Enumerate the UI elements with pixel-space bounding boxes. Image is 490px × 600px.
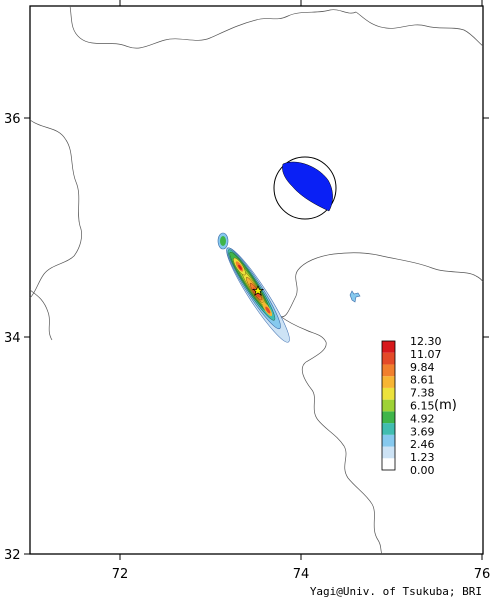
scale-box	[382, 341, 395, 353]
slip-patch-east	[349, 290, 361, 303]
lat-tick-label-36: 36	[4, 112, 21, 127]
scale-border	[381, 340, 396, 471]
scale-level-label: 4.92	[410, 412, 435, 425]
lat-tick-label-34: 34	[4, 331, 21, 346]
slip-patch-north	[217, 232, 229, 250]
scale-box	[382, 446, 395, 459]
scale-boxes	[382, 341, 395, 470]
scale-box	[382, 352, 395, 365]
scale-box	[382, 364, 395, 377]
scale-level-label: 3.69	[410, 425, 435, 438]
scale-level-label: 12.30	[410, 335, 442, 348]
scale-level-label: 7.38	[410, 387, 435, 400]
credit-text: Yagi@Univ. of Tsukuba; BRI	[309, 585, 482, 598]
scale-labels: 0.001.232.463.694.926.157.388.619.8411.0…	[410, 335, 442, 477]
lon-tick-label-72: 72	[112, 567, 129, 582]
scale-box	[382, 434, 395, 447]
scale-level-label: 11.07	[410, 348, 442, 361]
scale-box	[382, 458, 395, 470]
scale-level-label: 2.46	[410, 438, 435, 451]
scale-level-label: 0.00	[410, 464, 435, 477]
boundary-lines	[29, 5, 484, 555]
lon-tick-label-76: 76	[474, 567, 490, 582]
scale-box	[382, 387, 395, 400]
axis-ticks	[24, 0, 489, 560]
lat-tick-label-32: 32	[4, 548, 21, 563]
scale-level-label: 9.84	[410, 361, 435, 374]
scale-box	[382, 399, 395, 412]
scale-box	[382, 376, 395, 388]
scale-box	[382, 411, 395, 424]
scale-box	[382, 423, 395, 435]
scale-level-label: 8.61	[410, 374, 435, 387]
scale-level-label: 6.15	[410, 400, 435, 413]
slip-color-scale: 0.001.232.463.694.926.157.388.619.8411.0…	[381, 335, 457, 477]
epicenter-star-icon	[251, 285, 265, 296]
focal-mechanism-beachball-icon	[273, 156, 337, 220]
scale-unit-label: (m)	[434, 398, 457, 413]
scale-level-label: 1.23	[410, 451, 435, 464]
lon-tick-label-74: 74	[293, 567, 310, 582]
